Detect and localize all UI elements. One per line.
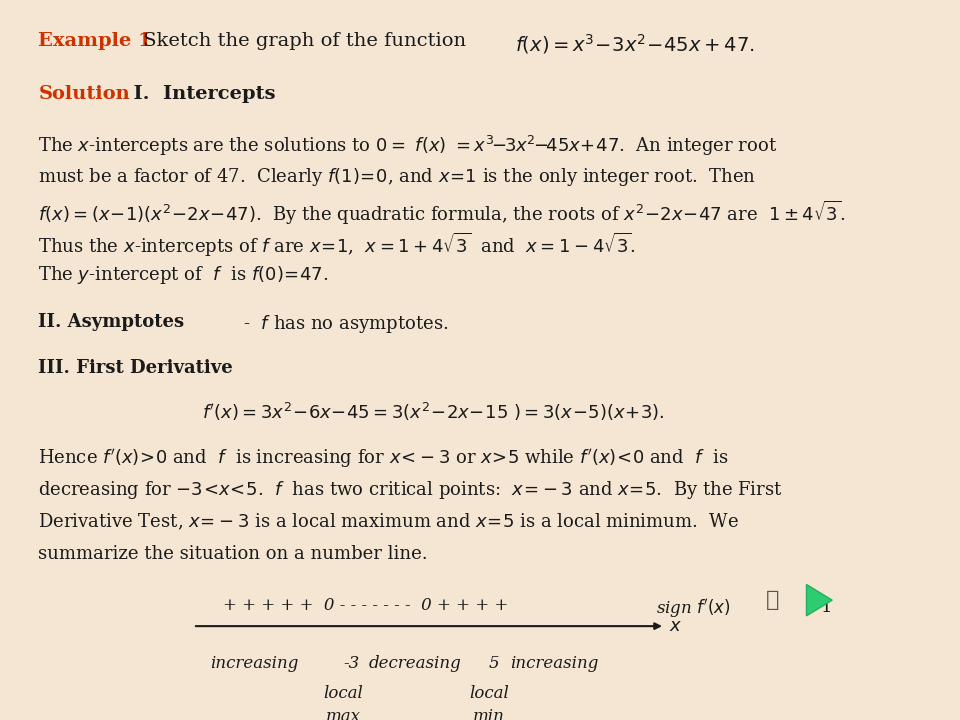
Text: 🔊: 🔊 bbox=[765, 590, 779, 610]
Text: II. Asymptotes: II. Asymptotes bbox=[38, 313, 184, 331]
Text: Derivative Test, $x\!=\!-3$ is a local maximum and $x\!=\!5$ is a local minimum.: Derivative Test, $x\!=\!-3$ is a local m… bbox=[38, 512, 739, 532]
Text: Sketch the graph of the function: Sketch the graph of the function bbox=[137, 32, 472, 50]
Text: -3: -3 bbox=[343, 655, 359, 672]
Text: local: local bbox=[469, 685, 509, 702]
Text: sign $f^{\prime}(x)$: sign $f^{\prime}(x)$ bbox=[657, 597, 732, 620]
Text: must be a factor of 47.  Clearly $f(1)\!=\!0$, and $x\!=\!1$ is the only integer: must be a factor of 47. Clearly $f(1)\!=… bbox=[38, 166, 756, 188]
Text: max: max bbox=[325, 708, 361, 720]
Text: Example 1: Example 1 bbox=[38, 32, 153, 50]
Text: Hence $f^{\prime}(x)\!>\!0$ and  $f$  is increasing for $x\!<\!-3$ or $x\!>\!5$ : Hence $f^{\prime}(x)\!>\!0$ and $f$ is i… bbox=[38, 446, 729, 469]
Text: local: local bbox=[324, 685, 363, 702]
Text: 5: 5 bbox=[489, 655, 499, 672]
Text: I.  Intercepts: I. Intercepts bbox=[120, 84, 276, 102]
Text: $f^{\prime}(x) = 3x^2\!-\!6x\!-\!45 = 3(x^2\!-\!2x\!-\!15\ ) = 3(x\!-\!5)(x\!+\!: $f^{\prime}(x) = 3x^2\!-\!6x\!-\!45 = 3(… bbox=[202, 401, 664, 423]
Text: $f(x) = x^3\!-\!3x^2\!-\!45x+47.$: $f(x) = x^3\!-\!3x^2\!-\!45x+47.$ bbox=[515, 32, 755, 56]
Text: The $x$-intercepts are the solutions to $0=$ $f(x)$ $= x^3\!\!-\!\!3x^2\!\!-\!\!: The $x$-intercepts are the solutions to … bbox=[38, 133, 778, 158]
Text: $f(x) = (x\!-\!1)(x^2\!-\!2x\!-\!47)$.  By the quadratic formula, the roots of $: $f(x) = (x\!-\!1)(x^2\!-\!2x\!-\!47)$. B… bbox=[38, 199, 847, 227]
Text: increasing: increasing bbox=[511, 655, 599, 672]
Text: decreasing for $-3\!<\!x\!<\!5$.  $f$  has two critical points:  $x\!=\!-3$ and : decreasing for $-3\!<\!x\!<\!5$. $f$ has… bbox=[38, 480, 783, 501]
Text: min: min bbox=[473, 708, 505, 720]
Text: summarize the situation on a number line.: summarize the situation on a number line… bbox=[38, 544, 428, 562]
Text: The $y$-intercept of  $f$  is $f(0)\!=\!47$.: The $y$-intercept of $f$ is $f(0)\!=\!47… bbox=[38, 264, 329, 286]
Text: decreasing: decreasing bbox=[369, 655, 462, 672]
Text: increasing: increasing bbox=[210, 655, 299, 672]
Text: + + + + +  0 - - - - - - -  0 + + + +: + + + + + 0 - - - - - - - 0 + + + + bbox=[223, 597, 508, 613]
Polygon shape bbox=[806, 585, 832, 616]
Text: -  $f$ has no asymptotes.: - $f$ has no asymptotes. bbox=[231, 313, 448, 335]
Text: Solution: Solution bbox=[38, 84, 131, 102]
Text: 1: 1 bbox=[821, 598, 832, 616]
Text: Thus the $x$-intercepts of $f$ are $x\!=\!1$,  $x = 1+ 4\sqrt{3}$  and  $x = 1 -: Thus the $x$-intercepts of $f$ are $x\!=… bbox=[38, 231, 636, 259]
Text: III. First Derivative: III. First Derivative bbox=[38, 359, 233, 377]
Text: $x$: $x$ bbox=[669, 617, 683, 635]
